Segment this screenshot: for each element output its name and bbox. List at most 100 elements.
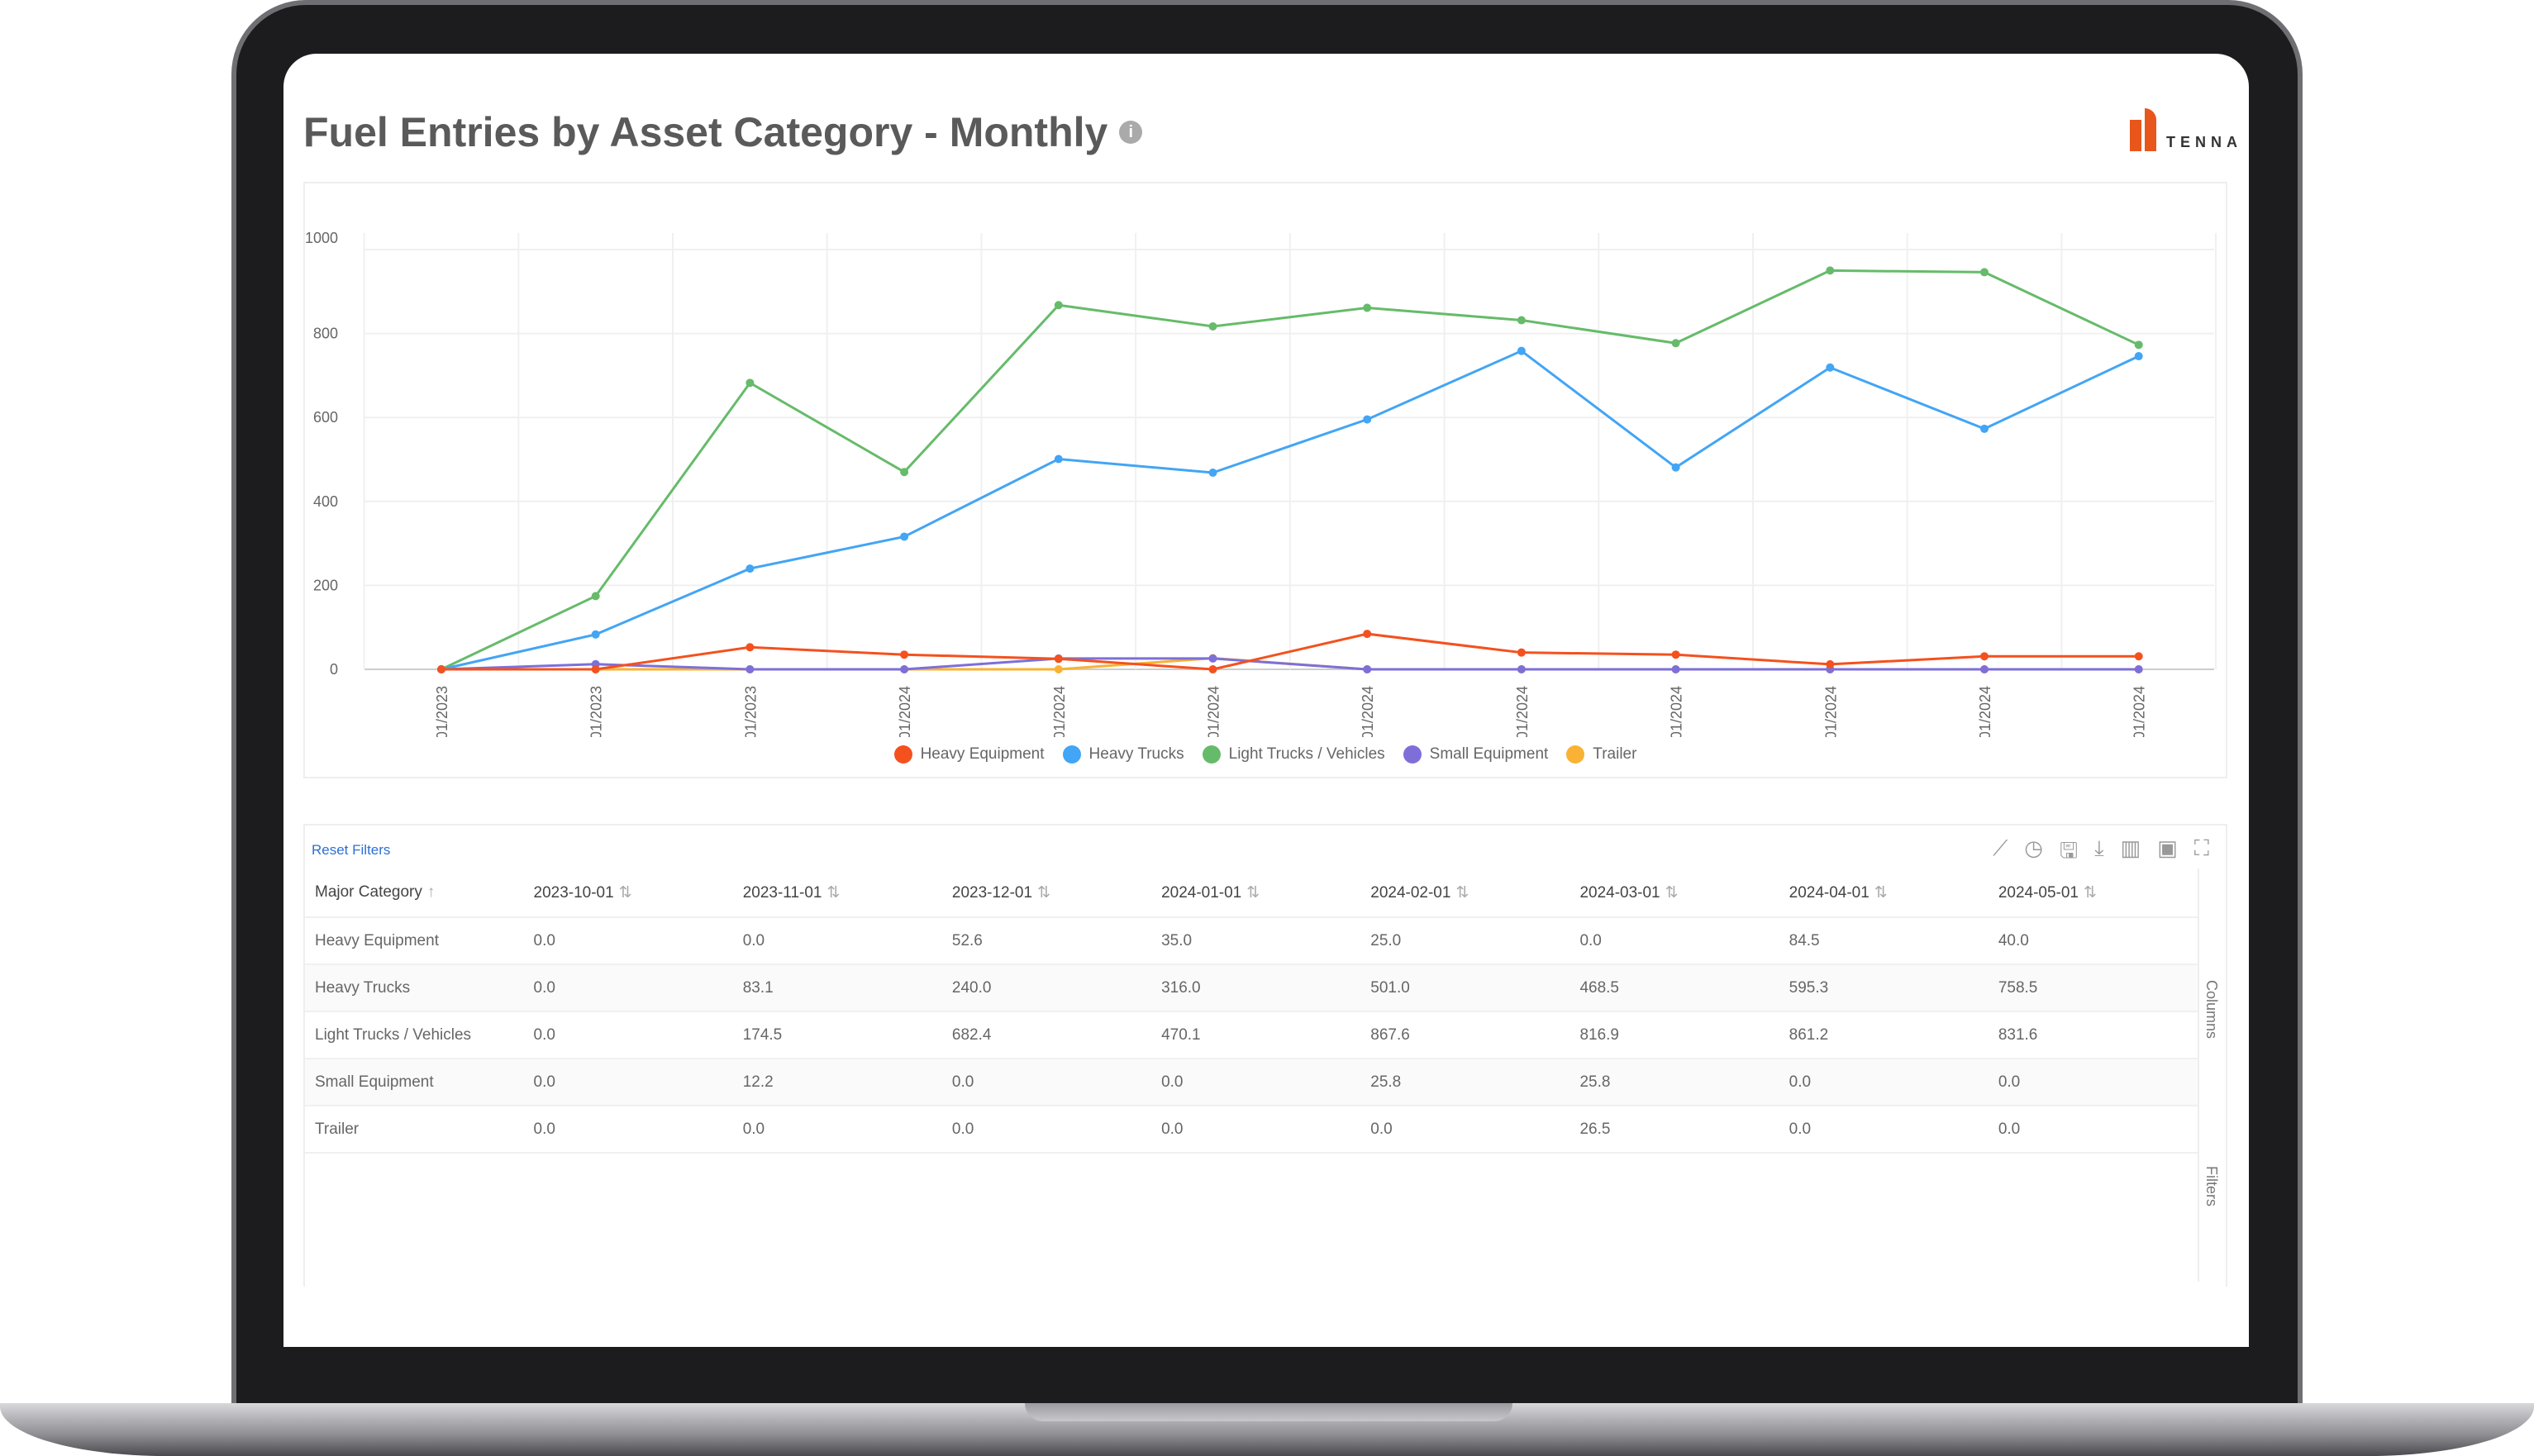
sort-icon[interactable]: ⇅: [2084, 883, 2097, 902]
series-line: [441, 269, 2140, 671]
table-cell: 0.0: [1789, 1073, 1812, 1091]
data-point: [591, 630, 600, 639]
data-point: [900, 468, 909, 477]
data-point: [1054, 654, 1063, 664]
data-point: [745, 564, 755, 573]
schedule-icon[interactable]: ◷: [2024, 835, 2043, 860]
sort-icon[interactable]: ↑: [426, 883, 436, 901]
y-tick-label: 200: [313, 577, 338, 593]
legend-dot-icon: [1062, 745, 1081, 764]
data-point: [1363, 415, 1372, 424]
legend-item[interactable]: Trailer: [1566, 745, 1636, 764]
data-point: [1363, 630, 1372, 639]
column-header[interactable]: 2023-12-01 ⇅: [942, 883, 1151, 902]
table-cell: 0.0: [1998, 1120, 2021, 1138]
data-point: [1671, 665, 1680, 673]
table-cell: 240.0: [951, 978, 992, 997]
table-cell: 861.2: [1789, 1025, 1829, 1044]
column-header[interactable]: 2024-03-01 ⇅: [1569, 883, 1779, 902]
column-header[interactable]: 2024-05-01 ⇅: [1989, 883, 2198, 902]
data-point: [1208, 469, 1217, 478]
sort-icon[interactable]: ⇅: [1037, 883, 1050, 902]
sort-icon[interactable]: ⇅: [618, 883, 632, 902]
table-row: Small Equipment 0.0 12.2 0.0 0.0 25.8 25.8 0.0 0…: [305, 1059, 2198, 1106]
table-cell: 0.0: [533, 931, 555, 949]
chart-icon[interactable]: ⟋: [1993, 835, 2008, 860]
x-tick-label: 06/01/2024: [1669, 686, 1685, 737]
data-point: [1671, 650, 1680, 659]
legend-label: Trailer: [1593, 745, 1637, 763]
save-icon[interactable]: 🖫: [2059, 838, 2079, 863]
fullscreen-icon[interactable]: ⛶: [2193, 835, 2209, 860]
table-cell: 26.5: [1579, 1120, 1611, 1138]
data-point: [1517, 648, 1526, 657]
sort-icon[interactable]: ⇅: [1874, 883, 1888, 902]
data-point: [1208, 322, 1217, 331]
legend-item[interactable]: Heavy Trucks: [1062, 745, 1184, 764]
x-tick-label: 03/01/2024: [1206, 686, 1222, 737]
column-header-label: 2024-05-01: [1998, 883, 2079, 902]
table-cell: 316.0: [1161, 978, 1201, 997]
table-cell: 0.0: [742, 1120, 765, 1138]
data-point: [745, 665, 755, 673]
sort-icon[interactable]: ⇅: [1246, 883, 1260, 902]
column-header-label: 2024-01-01: [1161, 883, 1242, 902]
data-point: [1980, 424, 1989, 433]
table-cell: 867.6: [1370, 1025, 1410, 1044]
sort-icon[interactable]: ⇅: [1455, 883, 1469, 902]
data-point: [1980, 652, 1989, 661]
data-point: [2134, 652, 2143, 661]
x-tick-label: 05/01/2024: [1514, 686, 1531, 737]
page-title: Fuel Entries by Asset Category - Monthly…: [303, 108, 1143, 156]
column-header[interactable]: 2024-04-01 ⇅: [1779, 883, 1989, 902]
info-icon[interactable]: i: [1119, 121, 1143, 144]
table-cell: 0.0: [951, 1120, 974, 1138]
data-point: [745, 378, 755, 388]
download-icon[interactable]: ⤓: [2094, 835, 2104, 860]
data-point: [2134, 340, 2143, 350]
column-header[interactable]: 2023-10-01 ⇅: [524, 883, 733, 902]
sort-icon[interactable]: ⇅: [826, 883, 841, 902]
data-point: [1980, 268, 1989, 277]
title-text: Fuel Entries by Asset Category - Monthly: [303, 109, 1108, 155]
table-cell: Small Equipment: [315, 1073, 434, 1091]
column-header[interactable]: Major Category ↑: [305, 883, 524, 902]
table-cell: 0.0: [1789, 1120, 1812, 1138]
legend-item[interactable]: Heavy Equipment: [893, 745, 1045, 764]
data-point: [1826, 659, 1835, 669]
x-tick-label: 01/01/2024: [897, 686, 913, 737]
data-point: [1363, 665, 1372, 673]
legend-item[interactable]: Small Equipment: [1403, 745, 1548, 764]
column-header-label: 2023-11-01: [742, 883, 822, 902]
fit-icon[interactable]: ▣: [2157, 835, 2178, 860]
column-header-label: 2024-02-01: [1370, 883, 1451, 902]
table-cell: 25.8: [1579, 1073, 1611, 1091]
column-header-label: 2024-03-01: [1579, 883, 1660, 902]
x-tick-label: 12/01/2023: [742, 686, 759, 737]
legend-item[interactable]: Light Trucks / Vehicles: [1202, 745, 1385, 764]
table-cell: 174.5: [742, 1025, 783, 1044]
table-cell: 35.0: [1161, 931, 1193, 949]
sort-icon[interactable]: ⇅: [1665, 883, 1679, 902]
column-header[interactable]: 2024-01-01 ⇅: [1151, 883, 1360, 902]
table-cell: 0.0: [1579, 931, 1602, 949]
series-line: [441, 657, 2139, 671]
column-header[interactable]: 2023-11-01 ⇅: [733, 883, 942, 902]
x-tick-label: 07/01/2024: [1822, 686, 1839, 737]
data-point: [1671, 463, 1680, 472]
legend-dot-icon: [1202, 745, 1221, 764]
columns-tab[interactable]: Columns: [2203, 980, 2220, 1040]
x-tick-label: 11/01/2023: [588, 686, 605, 737]
legend-dot-icon: [1403, 745, 1422, 764]
filters-tab[interactable]: Filters: [2203, 1166, 2220, 1206]
side-panel: Columns Filters: [2198, 868, 2226, 1282]
x-tick-label: 04/01/2024: [1360, 686, 1376, 737]
laptop-screen: Fuel Entries by Asset Category - Monthly…: [283, 54, 2249, 1347]
table-cell: 25.0: [1370, 931, 1402, 949]
columns-icon[interactable]: ▥: [2120, 835, 2141, 860]
reset-filters-link[interactable]: Reset Filters: [312, 842, 391, 858]
legend-label: Light Trucks / Vehicles: [1228, 745, 1385, 763]
column-header[interactable]: 2024-02-01 ⇅: [1360, 883, 1569, 902]
data-point: [1826, 363, 1835, 372]
table-cell: 84.5: [1789, 931, 1820, 949]
